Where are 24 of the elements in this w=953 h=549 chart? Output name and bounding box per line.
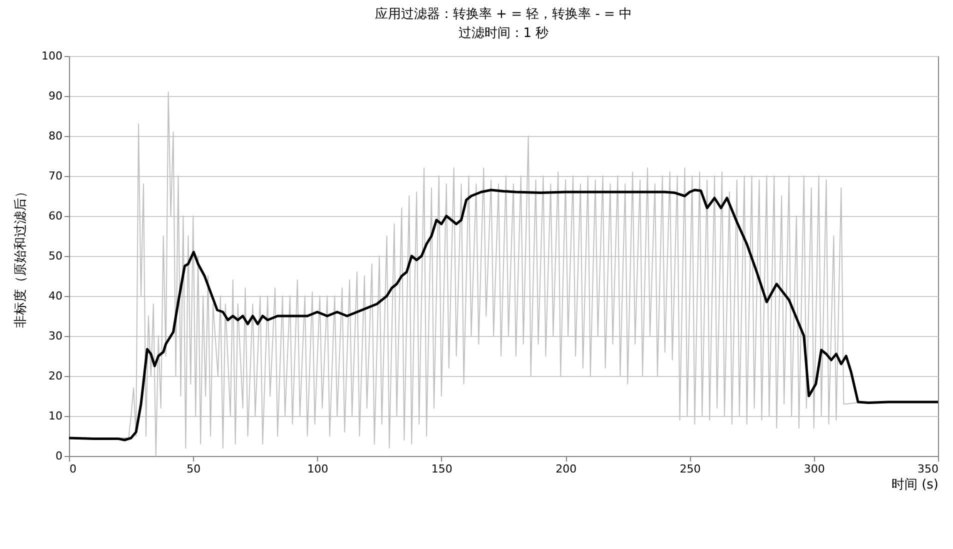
- y-tick-label: 40: [48, 290, 62, 302]
- y-tick-label: 100: [42, 50, 62, 62]
- x-tick-label: 150: [431, 462, 452, 476]
- chart-title: 应用过滤器：转换率 + = 轻，转换率 - = 中: [374, 6, 632, 22]
- y-tick-label: 10: [48, 410, 62, 422]
- x-tick-label: 300: [804, 462, 825, 476]
- x-axis-title: 时间 (s): [891, 478, 938, 492]
- y-axis-title: 非标度（原始和过滤后）: [12, 185, 29, 328]
- chart-subtitle: 过滤时间：1 秒: [458, 26, 549, 41]
- y-tick-label: 60: [48, 210, 62, 222]
- x-tick-label: 50: [186, 462, 201, 476]
- y-tick-label: 50: [48, 250, 62, 262]
- y-tick-label: 90: [48, 90, 62, 102]
- x-tick-label: 250: [680, 462, 701, 476]
- y-tick-label: 80: [48, 130, 62, 142]
- y-tick-label: 30: [48, 330, 62, 342]
- line-series: [68, 188, 940, 442]
- y-tick-label: 0: [56, 450, 62, 462]
- x-tick-label: 350: [918, 462, 938, 476]
- x-tick-label: 100: [307, 462, 328, 476]
- x-tick-label: 200: [556, 462, 577, 476]
- x-tick-label: 0: [70, 462, 76, 476]
- y-tick-label: 70: [48, 170, 62, 182]
- y-tick-label: 20: [48, 370, 62, 382]
